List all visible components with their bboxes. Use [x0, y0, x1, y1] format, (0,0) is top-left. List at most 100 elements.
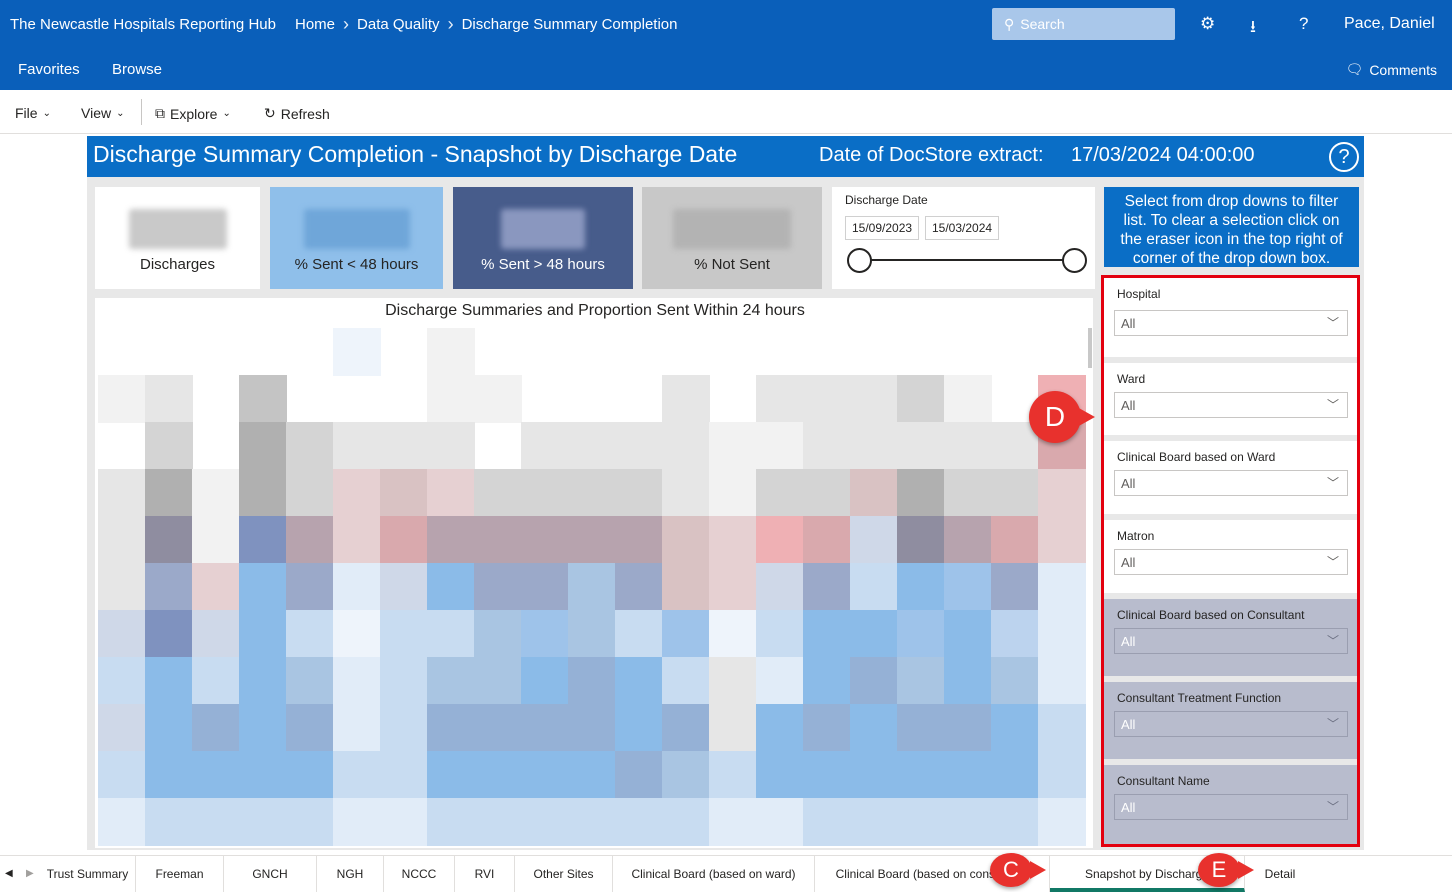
redacted-pixel	[803, 798, 851, 846]
redacted-pixel	[897, 563, 945, 611]
redacted-pixel	[474, 751, 522, 799]
help-icon[interactable]: ?	[1299, 14, 1309, 33]
tab-gnch[interactable]: GNCH	[224, 856, 317, 892]
redacted-pixel	[615, 469, 663, 517]
redacted-pixel	[662, 516, 710, 564]
redacted-pixel	[145, 516, 193, 564]
download-icon[interactable]: ⭳	[1250, 17, 1256, 36]
view-menu[interactable]: View ⌄	[81, 105, 124, 121]
redacted-pixel	[239, 563, 287, 611]
help-circle-icon[interactable]: ?	[1329, 142, 1359, 172]
kpi-sent-under-48: % Sent < 48 hours	[270, 187, 443, 289]
explore-icon: ⧉	[155, 105, 165, 121]
filter-consultant-name: Consultant Name All ﹀	[1104, 765, 1357, 844]
refresh-button[interactable]: ↻ Refresh	[264, 105, 330, 122]
redacted-pixel	[991, 516, 1039, 564]
date-slider-end-handle[interactable]	[1062, 248, 1087, 273]
redacted-pixel	[521, 563, 569, 611]
date-slider-track[interactable]	[858, 259, 1074, 261]
redacted-pixel	[709, 469, 757, 517]
redacted-pixel	[709, 657, 757, 705]
redacted-pixel	[662, 469, 710, 517]
redacted-pixel	[1038, 516, 1086, 564]
redacted-pixel	[380, 704, 428, 752]
comments-button[interactable]: 🗨 Comments	[1346, 61, 1437, 78]
redacted-pixel	[568, 751, 616, 799]
search-box[interactable]: ⚲ Search	[992, 8, 1175, 40]
redacted-pixel	[98, 704, 146, 752]
file-menu[interactable]: File ⌄	[15, 105, 51, 121]
redacted-pixel	[756, 657, 804, 705]
tab-other-sites[interactable]: Other Sites	[515, 856, 613, 892]
breadcrumb-home[interactable]: Home	[295, 16, 336, 33]
chevron-down-icon: ⌄	[116, 107, 125, 119]
redacted-pixel	[756, 375, 804, 423]
tab-ngh[interactable]: NGH	[317, 856, 384, 892]
explore-menu[interactable]: ⧉ Explore ⌄	[155, 105, 231, 122]
filter-dropdown[interactable]: All ﹀	[1114, 628, 1348, 654]
redacted-pixel	[850, 469, 898, 517]
gear-icon[interactable]: ⚙	[1200, 14, 1216, 33]
filter-dropdown[interactable]: All ﹀	[1114, 392, 1348, 418]
filter-dropdown[interactable]: All ﹀	[1114, 470, 1348, 496]
redacted-pixel	[427, 751, 475, 799]
comments-label: Comments	[1369, 61, 1437, 78]
redacted-pixel	[897, 610, 945, 658]
filter-dropdown[interactable]: All ﹀	[1114, 711, 1348, 737]
tab-freeman[interactable]: Freeman	[136, 856, 224, 892]
chart-pixelated-area	[98, 328, 1086, 846]
redacted-pixel	[239, 657, 287, 705]
tab-rvi[interactable]: RVI	[455, 856, 515, 892]
kpi-label: % Sent < 48 hours	[294, 256, 419, 273]
end-date-input[interactable]: 15/03/2024	[925, 216, 1000, 240]
tab-clinical-board-based-on-ward[interactable]: Clinical Board (based on ward)	[613, 856, 815, 892]
filter-dropdown[interactable]: All ﹀	[1114, 794, 1348, 820]
redacted-pixel	[709, 704, 757, 752]
redacted-pixel	[756, 516, 804, 564]
app-brand[interactable]: The Newcastle Hospitals Reporting Hub	[10, 16, 276, 33]
start-date-input[interactable]: 15/09/2023	[845, 216, 920, 240]
redacted-pixel	[98, 657, 146, 705]
redacted-pixel	[991, 751, 1039, 799]
filter-dropdown[interactable]: All ﹀	[1114, 310, 1348, 336]
redacted-pixel	[850, 751, 898, 799]
tab-clinical-board-based-on-consultant[interactable]: Clinical Board (based on consultant)	[815, 856, 1050, 892]
breadcrumb-data-quality[interactable]: Data Quality	[357, 16, 440, 33]
kpi-label: % Not Sent	[694, 256, 770, 273]
redacted-pixel	[803, 422, 851, 470]
redacted-pixel	[145, 469, 193, 517]
redacted-pixel	[239, 751, 287, 799]
filter-value: All	[1121, 717, 1136, 732]
tab-trust-summary[interactable]: Trust Summary	[40, 856, 136, 892]
user-name[interactable]: Pace, Daniel	[1344, 15, 1435, 32]
redacted-pixel	[897, 751, 945, 799]
redacted-pixel	[568, 563, 616, 611]
filter-label: Matron	[1117, 529, 1155, 543]
redacted-pixel	[897, 516, 945, 564]
redacted-pixel	[98, 798, 146, 846]
redacted-pixel	[568, 657, 616, 705]
redacted-pixel	[991, 469, 1039, 517]
filter-label: Clinical Board based on Ward	[1117, 450, 1276, 464]
tab-scroll-left-icon[interactable]: ◀	[5, 868, 13, 879]
chevron-right-icon: ›	[343, 14, 350, 34]
search-icon: ⚲	[1004, 15, 1015, 32]
redacted-pixel	[380, 422, 428, 470]
redacted-pixel	[568, 516, 616, 564]
tab-nccc[interactable]: NCCC	[384, 856, 455, 892]
chart-scrollbar[interactable]	[1088, 328, 1092, 368]
tab-detail[interactable]: Detail	[1264, 867, 1296, 881]
toolbar-divider	[141, 99, 142, 125]
callout-c-pointer	[1030, 861, 1046, 879]
nav-browse[interactable]: Browse	[112, 61, 163, 78]
filter-hospital: Hospital All ﹀	[1104, 278, 1357, 357]
filter-dropdown[interactable]: All ﹀	[1114, 549, 1348, 575]
redacted-pixel	[662, 610, 710, 658]
redacted-pixel	[427, 422, 475, 470]
kpi-sent-over-48: % Sent > 48 hours	[453, 187, 633, 289]
redacted-pixel	[850, 798, 898, 846]
nav-favorites[interactable]: Favorites	[18, 61, 80, 78]
redacted-pixel	[98, 375, 146, 423]
tab-scroll-right-icon[interactable]: ▶	[26, 868, 34, 879]
date-slider-start-handle[interactable]	[847, 248, 872, 273]
